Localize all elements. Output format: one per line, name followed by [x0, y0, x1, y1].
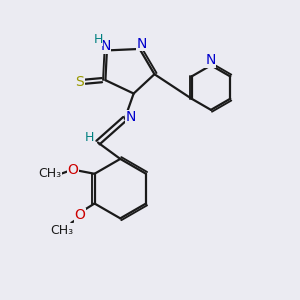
Text: N: N	[205, 53, 215, 67]
Text: O: O	[68, 163, 79, 177]
Text: CH₃: CH₃	[50, 224, 74, 237]
Text: N: N	[137, 37, 147, 51]
Text: S: S	[75, 75, 84, 88]
Text: H: H	[85, 131, 94, 144]
Text: H: H	[93, 33, 103, 46]
Text: N: N	[126, 110, 136, 124]
Text: N: N	[100, 39, 111, 53]
Text: CH₃: CH₃	[38, 167, 61, 180]
Text: O: O	[74, 208, 85, 222]
